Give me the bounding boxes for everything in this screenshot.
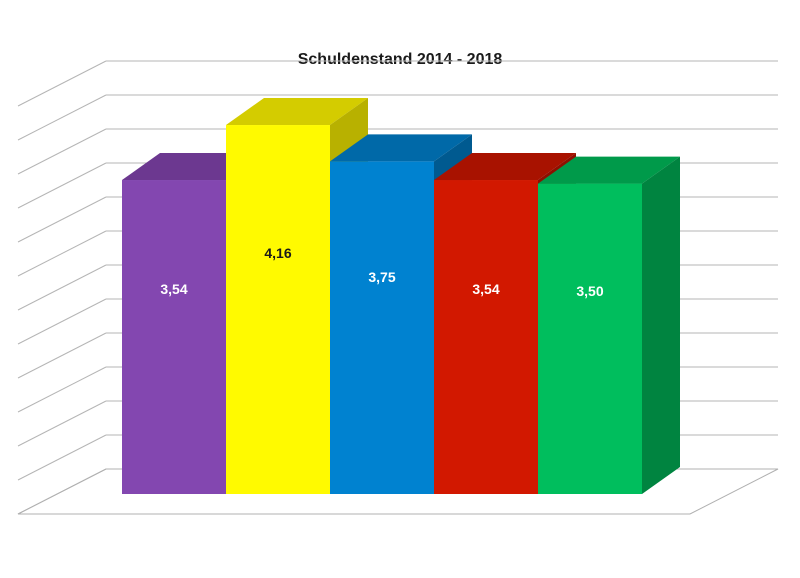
bar-front (122, 180, 226, 494)
gridline-wall (17, 332, 107, 379)
gridline-wall (17, 366, 107, 413)
gridline-wall (17, 196, 107, 243)
gridline-wall (17, 264, 107, 311)
gridline-wall (17, 298, 107, 345)
bar-front (538, 183, 642, 494)
bar-front (434, 180, 538, 494)
bar-5 (538, 156, 680, 494)
floor-outline (17, 468, 779, 515)
gridline-wall (17, 60, 107, 107)
bar-front (330, 161, 434, 495)
gridline-wall (17, 400, 107, 447)
gridline-wall (17, 94, 107, 141)
gridline-wall (17, 162, 107, 209)
bar-top (434, 153, 576, 181)
bar-front (226, 125, 330, 494)
bar-top (330, 134, 472, 162)
data-label-1: 3,54 (160, 281, 187, 297)
bars (122, 98, 680, 495)
bar-top (538, 156, 680, 184)
bar-top (226, 98, 368, 126)
gridline-wall (17, 434, 107, 481)
data-label-5: 3,50 (576, 283, 603, 299)
chart-title: Schuldenstand 2014 - 2018 (298, 51, 503, 68)
bar-side (642, 156, 680, 494)
data-label-2: 4,16 (264, 245, 291, 261)
gridline-wall (17, 230, 107, 277)
data-label-4: 3,54 (472, 281, 499, 297)
data-label-3: 3,75 (368, 269, 395, 285)
gridline-wall (17, 128, 107, 175)
data-labels: 3,54 4,16 3,75 3,54 3,50 (160, 245, 603, 299)
chart-floor (17, 468, 779, 515)
